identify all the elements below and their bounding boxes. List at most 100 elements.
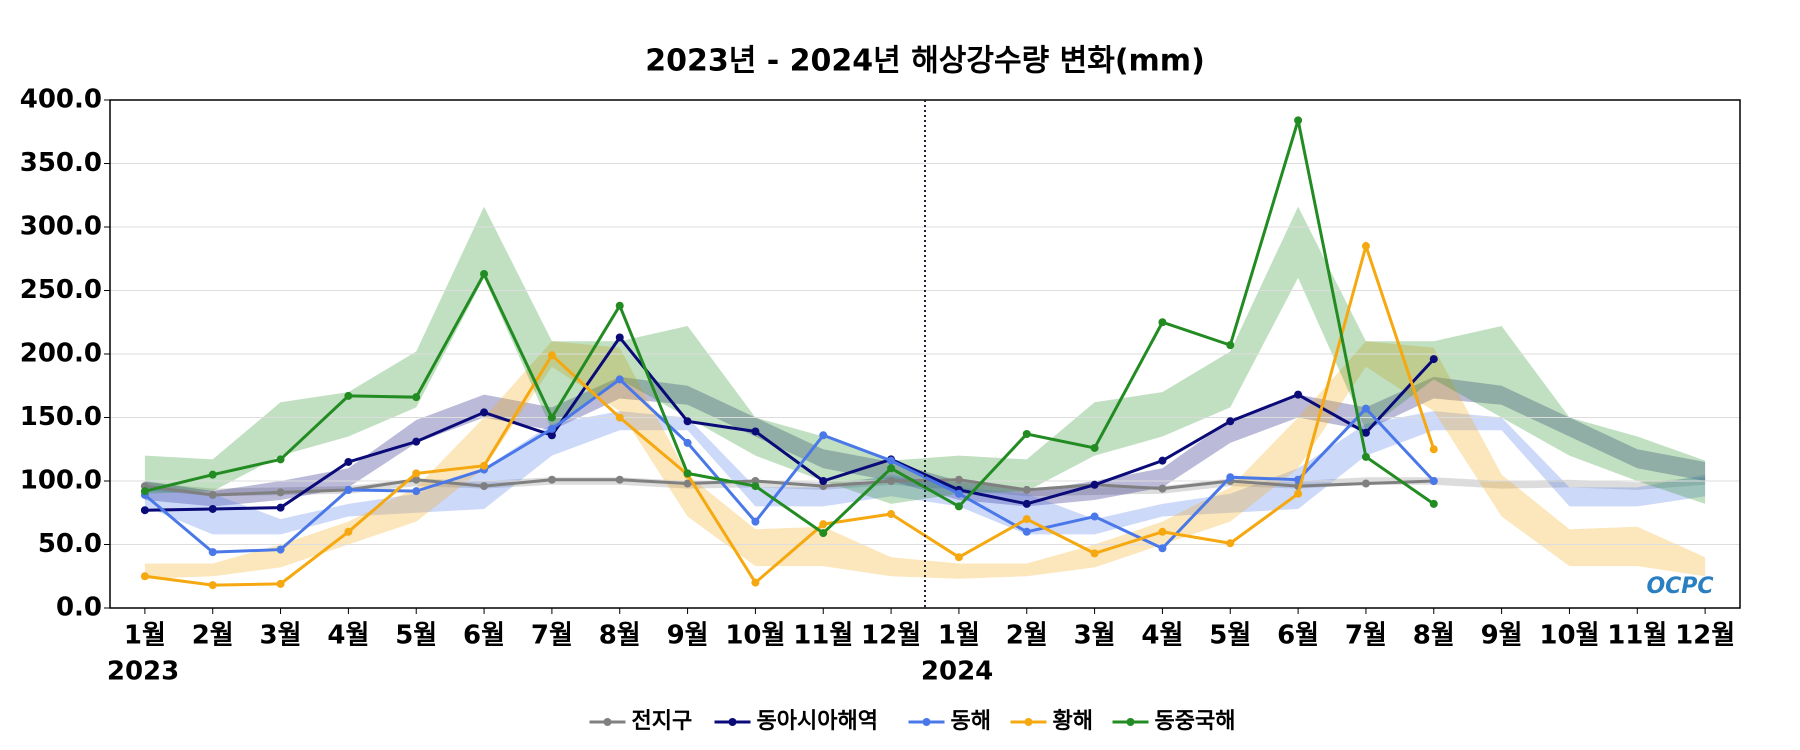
x-tick-label: 9월 xyxy=(667,621,709,651)
data-point xyxy=(954,489,963,498)
x-tick-label: 10월 xyxy=(1539,621,1599,651)
data-point xyxy=(1294,116,1303,125)
legend-label: 황해 xyxy=(1053,709,1093,734)
data-point xyxy=(1294,489,1303,498)
data-point xyxy=(344,391,353,400)
data-point xyxy=(751,578,760,587)
legend-label: 동해 xyxy=(951,709,991,734)
data-point xyxy=(683,438,692,447)
x-tick-label: 3월 xyxy=(1074,621,1116,651)
data-point xyxy=(480,461,489,470)
range-band xyxy=(144,341,1706,579)
data-point xyxy=(1158,456,1167,465)
data-point xyxy=(208,504,217,513)
data-point xyxy=(683,417,692,426)
data-point xyxy=(751,517,760,526)
data-point xyxy=(412,487,421,496)
data-point xyxy=(1429,445,1438,454)
data-point xyxy=(887,464,896,473)
data-point xyxy=(615,475,624,484)
data-point xyxy=(208,470,217,479)
x-tick-label: 6월 xyxy=(463,621,505,651)
series-line xyxy=(144,240,1436,587)
data-point xyxy=(1361,452,1370,461)
legend-marker xyxy=(603,718,612,726)
range-band xyxy=(144,411,1706,535)
data-point xyxy=(1090,549,1099,558)
data-point xyxy=(615,333,624,342)
y-tick-label: 250.0 xyxy=(20,275,102,305)
data-point xyxy=(819,431,828,440)
x-tick-label: 2월 xyxy=(1006,621,1048,651)
legend-label: 동중국해 xyxy=(1155,709,1236,734)
data-point xyxy=(1022,430,1031,439)
data-point xyxy=(208,581,217,590)
data-point xyxy=(547,413,556,422)
year-label: 2023 xyxy=(107,657,179,687)
data-point xyxy=(1158,484,1167,493)
legend-label: 동아시아해역 xyxy=(757,709,878,734)
data-point xyxy=(1429,499,1438,508)
data-point xyxy=(412,437,421,446)
data-point xyxy=(276,579,285,588)
x-tick-label: 7월 xyxy=(1345,621,1387,651)
data-point xyxy=(615,301,624,310)
x-tick-label: 3월 xyxy=(260,621,302,651)
data-point xyxy=(276,488,285,497)
data-point xyxy=(1158,544,1167,553)
data-point xyxy=(887,510,896,519)
data-point xyxy=(751,427,760,436)
y-tick-label: 0.0 xyxy=(56,593,102,623)
data-point xyxy=(1090,480,1099,489)
data-point xyxy=(1158,318,1167,327)
data-point xyxy=(208,548,217,557)
year-label: 2024 xyxy=(921,657,993,687)
data-point xyxy=(1361,242,1370,251)
data-point xyxy=(954,475,963,484)
data-point xyxy=(954,502,963,511)
data-point xyxy=(1022,485,1031,494)
data-point xyxy=(412,393,421,402)
data-point xyxy=(615,375,624,384)
data-point xyxy=(412,475,421,484)
x-tick-label: 10월 xyxy=(725,621,785,651)
x-tick-label: 2월 xyxy=(192,621,234,651)
data-point xyxy=(819,477,828,485)
data-point xyxy=(1090,443,1099,452)
x-tick-label: 7월 xyxy=(531,621,573,651)
data-point xyxy=(819,529,828,538)
data-point xyxy=(1226,473,1235,482)
x-tick-label: 4월 xyxy=(327,621,369,651)
data-point xyxy=(480,408,489,417)
data-point xyxy=(276,455,285,464)
x-tick-label: 11월 xyxy=(793,621,853,651)
legend-marker xyxy=(1126,718,1135,726)
x-tick-label: 1월 xyxy=(124,621,166,651)
data-point xyxy=(344,457,353,466)
data-point xyxy=(547,424,556,433)
data-point xyxy=(819,520,828,529)
x-tick-label: 8월 xyxy=(1413,621,1455,651)
data-point xyxy=(344,527,353,536)
legend-marker xyxy=(728,718,737,726)
data-point xyxy=(276,545,285,554)
data-point xyxy=(344,485,353,494)
data-point xyxy=(1226,341,1235,350)
x-tick-label: 4월 xyxy=(1141,621,1183,651)
data-point xyxy=(547,475,556,484)
data-point xyxy=(1361,479,1370,488)
y-tick-label: 150.0 xyxy=(20,402,102,432)
legend-marker xyxy=(1024,718,1033,726)
data-point xyxy=(1090,512,1099,521)
series-line xyxy=(144,334,1435,512)
data-point xyxy=(412,469,421,478)
x-tick-label: 5월 xyxy=(395,621,437,651)
chart-title: 2023년 - 2024년 해상강수량 변화(mm) xyxy=(645,44,1205,79)
lines xyxy=(140,116,1438,590)
data-point xyxy=(683,469,692,478)
series-line xyxy=(144,119,1435,535)
x-tick-label: 12월 xyxy=(1675,621,1735,651)
data-point xyxy=(1429,477,1438,485)
data-point xyxy=(1022,527,1031,536)
